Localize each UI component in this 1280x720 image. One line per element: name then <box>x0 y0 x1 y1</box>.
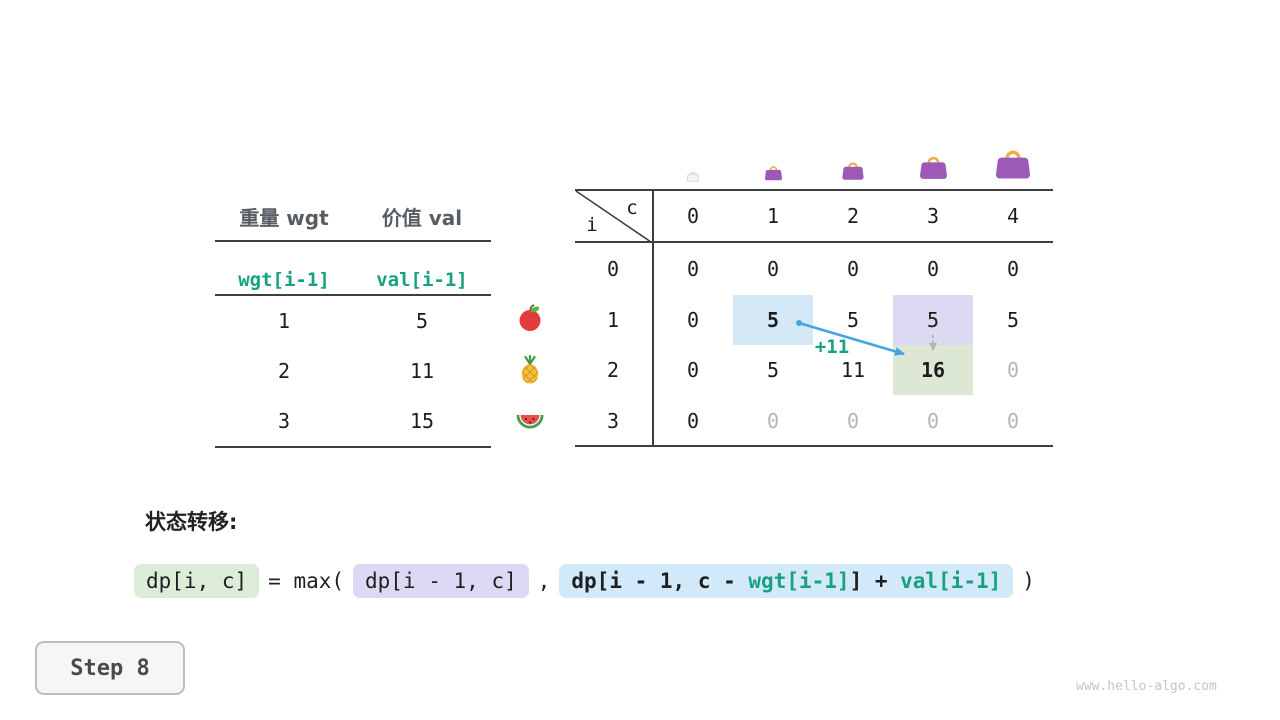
item-weight: 1 <box>277 309 291 333</box>
dp-cell: 0 <box>686 409 700 433</box>
divider <box>215 240 491 242</box>
items-table-row: 3 15 <box>215 396 491 446</box>
formula-section-label: 状态转移: <box>145 510 238 534</box>
divider <box>215 294 491 296</box>
dp-row: 3 0 0 0 0 0 <box>573 396 1053 446</box>
items-table-subheader-row: wgt[i-1] val[i-1] <box>215 242 491 294</box>
step-indicator: Step 8 <box>35 641 185 695</box>
dp-cell: 0 <box>926 409 940 433</box>
dp-cell: 0 <box>846 257 860 281</box>
state-transition-formula: dp[i, c] = max( dp[i - 1, c] , dp[i - 1,… <box>134 560 1035 602</box>
pineapple-icon <box>515 354 545 385</box>
dp-cell: 0 <box>766 409 780 433</box>
item-weight: 2 <box>277 359 291 383</box>
items-table: 重量 wgt 价值 val wgt[i-1] val[i-1] 1 5 2 11… <box>215 196 491 448</box>
dp-cell-source-highlight: 5 <box>733 295 813 345</box>
dp-col-header: 2 <box>846 204 860 228</box>
items-table-subheader-wgt: wgt[i-1] <box>238 269 330 291</box>
dp-cell: 0 <box>1006 257 1020 281</box>
formula-separator: , <box>537 569 551 593</box>
divider <box>652 189 654 447</box>
watermark: www.hello-algo.com <box>1076 679 1217 694</box>
formula-term-take-val: val[i-1] <box>900 569 1002 593</box>
dp-cell: 0 <box>766 257 780 281</box>
dp-cell-above-highlight: 5 <box>893 295 973 345</box>
items-table-row: 1 5 <box>215 296 491 346</box>
formula-operator: = max( <box>268 569 345 593</box>
dp-row: 2 0 5 11 16 0 <box>573 345 1053 395</box>
dp-corner-row-label: i <box>586 214 598 236</box>
dp-row-label: 3 <box>606 409 620 433</box>
dp-col-header: 0 <box>686 204 700 228</box>
item-value: 5 <box>415 309 429 333</box>
dp-row-label: 0 <box>606 257 620 281</box>
formula-lhs: dp[i, c] <box>134 564 260 598</box>
items-table-subheader-val: val[i-1] <box>376 269 468 291</box>
dp-row: 0 0 0 0 0 0 <box>573 244 1053 294</box>
dp-cell: 0 <box>846 409 860 433</box>
empty-bag-icon <box>653 169 733 182</box>
dp-corner-col-label: c <box>626 197 638 219</box>
divider <box>575 241 1053 243</box>
items-table-header-row: 重量 wgt 价值 val <box>215 196 491 240</box>
formula-term-take-wgt: wgt[i-1] <box>748 569 850 593</box>
divider <box>575 189 1053 191</box>
bag-icon-xlarge <box>973 142 1053 182</box>
formula-term-take: dp[i - 1, c - wgt[i-1]] + val[i-1] <box>559 564 1014 598</box>
transition-add-label: +11 <box>814 336 850 358</box>
dp-row-label: 2 <box>606 358 620 382</box>
items-table-header-weight: 重量 wgt <box>239 206 329 230</box>
dp-cell: 0 <box>686 257 700 281</box>
bag-icons-row <box>653 130 1053 182</box>
dp-cell: 11 <box>840 358 866 382</box>
dp-cell: 0 <box>926 257 940 281</box>
divider <box>215 446 491 448</box>
formula-term-skip: dp[i - 1, c] <box>353 564 529 598</box>
dp-col-header: 3 <box>926 204 940 228</box>
dp-col-header: 4 <box>1006 204 1020 228</box>
item-value: 11 <box>409 359 435 383</box>
dp-cell-current-highlight: 16 <box>893 345 973 395</box>
dp-row-label: 1 <box>606 308 620 332</box>
dp-cell: 0 <box>1006 358 1020 382</box>
dp-col-header: 1 <box>766 204 780 228</box>
dp-cell: 0 <box>1006 409 1020 433</box>
apple-icon <box>515 303 545 333</box>
divider <box>575 445 1053 447</box>
watermelon-icon <box>515 406 545 436</box>
dp-col-headers: 0 1 2 3 4 <box>653 196 1053 236</box>
bag-icon-large <box>893 150 973 182</box>
dp-cell: 5 <box>766 358 780 382</box>
dp-cell: 0 <box>686 358 700 382</box>
dp-cell: 5 <box>1006 308 1020 332</box>
bag-icon-medium <box>813 157 893 182</box>
bag-icon-small <box>733 162 813 182</box>
formula-term-take-prefix: dp[i - 1, c - <box>571 569 749 593</box>
item-value: 15 <box>409 409 435 433</box>
items-table-header-value: 价值 val <box>381 206 463 230</box>
item-weight: 3 <box>277 409 291 433</box>
formula-closing-paren: ) <box>1022 569 1035 593</box>
dp-cell: 0 <box>686 308 700 332</box>
formula-term-take-infix: ] + <box>849 569 901 593</box>
items-table-row: 2 11 <box>215 346 491 396</box>
